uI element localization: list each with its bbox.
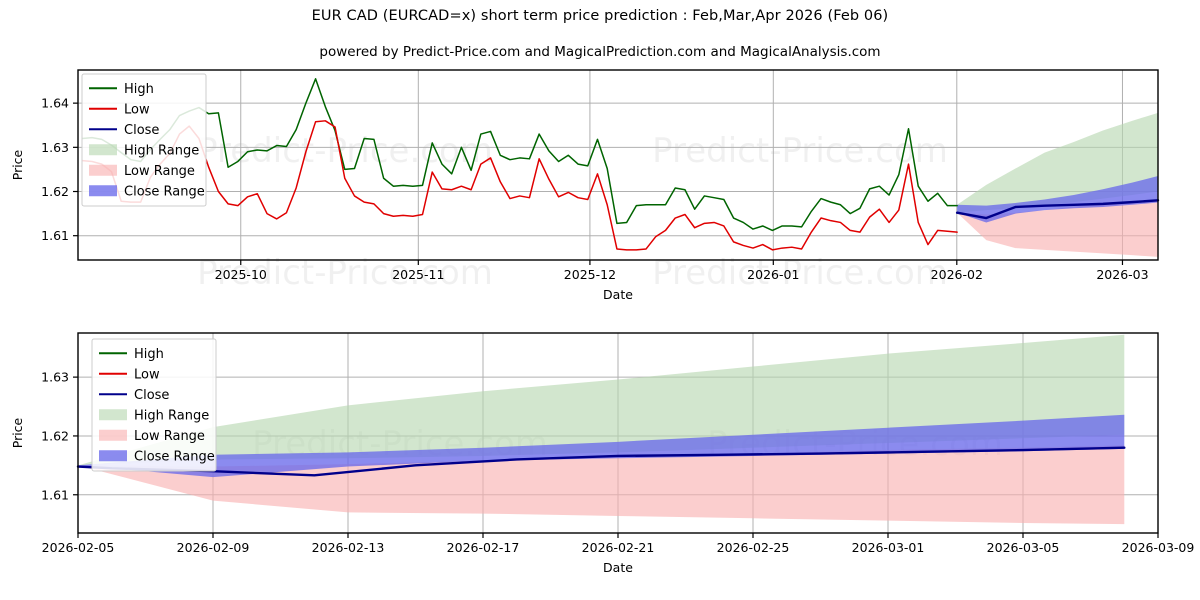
page-title: EUR CAD (EURCAD=x) short term price pred…: [311, 8, 889, 24]
series-line-high: [81, 78, 958, 232]
legend-label: High: [124, 82, 154, 97]
y-tick-label: 1.61: [41, 228, 69, 243]
legend-label: Close: [124, 123, 159, 138]
legend-label: Close Range: [134, 449, 215, 464]
legend-label: High Range: [124, 143, 199, 158]
data-series: [81, 78, 1160, 251]
legend-swatch-band: [89, 144, 117, 156]
legend-swatch-band: [99, 409, 127, 421]
x-tick-label: 2025-11: [392, 267, 444, 282]
x-tick-label: 2026-03-09: [1122, 540, 1195, 555]
y-axis: 1.61 1.62 1.63 Price: [10, 370, 78, 502]
legend-label: Low: [124, 102, 150, 117]
page-subtitle: powered by Predict-Price.com and Magical…: [319, 44, 881, 60]
forecast-bands: [78, 334, 1125, 525]
series-line-close: [955, 199, 1160, 220]
band-high-range: [957, 112, 1158, 213]
y-tick-label: 1.61: [41, 487, 69, 502]
y-tick-label: 1.63: [41, 370, 69, 385]
x-tick-label: 2026-03-01: [852, 540, 925, 555]
legend-swatch-band: [99, 429, 127, 441]
band-close-range: [78, 414, 1125, 478]
watermark-text: Predict-Price.com: [197, 131, 493, 171]
x-tick-label: 2026-01: [747, 267, 799, 282]
top-chart-panel: Predict-Price.com Predict-Price.com Predic…: [0, 62, 1200, 317]
watermark-text: Predict-Price.com: [652, 253, 948, 293]
series-line-low: [81, 120, 958, 251]
legend-label: Low Range: [124, 164, 195, 179]
y-tick-label: 1.62: [41, 428, 69, 443]
x-axis: 2026-02-05 2026-02-09 2026-02-13 2026-02-17…: [42, 533, 1195, 575]
legend-label: Low: [134, 367, 160, 382]
y-axis-label: Price: [10, 417, 25, 448]
legend-label: High: [134, 347, 164, 362]
watermark-text: Predict-Price.com: [652, 131, 948, 171]
plot-border: [77, 69, 1159, 261]
legend-swatch-band: [89, 164, 117, 176]
x-tick-label: 2026-03-05: [987, 540, 1060, 555]
legend-label: Close: [134, 388, 169, 403]
legend-label: Low Range: [134, 429, 205, 444]
x-tick-label: 2026-02: [931, 267, 983, 282]
y-tick-label: 1.64: [41, 96, 69, 111]
legend-label: High Range: [134, 408, 209, 423]
bottom-chart-panel: Predict-Price.comPredict-Price.com1.611.…: [0, 325, 1200, 600]
y-axis: 1.61 1.62 1.63 1.64 Price: [10, 96, 78, 243]
y-tick-label: 1.62: [41, 184, 69, 199]
bottom-chart-svg: Predict-Price.comPredict-Price.com1.611.…: [10, 332, 1195, 575]
x-tick-label: 2026-02-13: [312, 540, 385, 555]
y-tick-label: 1.63: [41, 140, 69, 155]
x-axis-label: Date: [603, 287, 633, 302]
chart-legend: High Low Close High Range Low Range Close Ran…: [81, 73, 207, 207]
x-axis: 2025-10 2025-11 2025-12 2026-01 2026-02 2026-…: [215, 260, 1149, 302]
x-tick-label: 2025-10: [215, 267, 267, 282]
x-tick-label: 2026-02-25: [717, 540, 790, 555]
x-tick-label: 2026-03: [1096, 267, 1148, 282]
x-axis-label: Date: [603, 560, 633, 575]
x-tick-label: 2025-12: [564, 267, 616, 282]
chart-legend: High Low Close High Range Low Range Close Ran…: [91, 338, 217, 472]
legend-swatch-band: [89, 185, 117, 197]
x-tick-label: 2026-02-05: [42, 540, 115, 555]
legend-swatch-band: [99, 450, 127, 462]
x-tick-label: 2026-02-21: [582, 540, 655, 555]
top-chart-svg: Predict-Price.com Predict-Price.com Predic…: [10, 69, 1160, 302]
x-tick-label: 2026-02-17: [447, 540, 520, 555]
x-tick-label: 2026-02-09: [177, 540, 250, 555]
y-axis-label: Price: [10, 149, 25, 180]
legend-label: Close Range: [124, 184, 205, 199]
